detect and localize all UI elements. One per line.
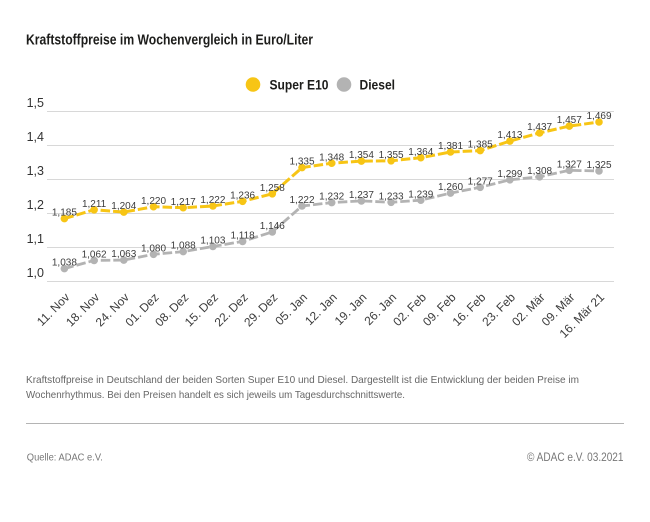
svg-text:Diesel: Diesel [360,77,396,93]
svg-text:1,325: 1,325 [586,160,611,171]
svg-text:1,348: 1,348 [319,152,344,163]
svg-text:1,385: 1,385 [468,140,493,151]
svg-text:1,457: 1,457 [557,115,582,126]
svg-text:1,437: 1,437 [527,122,552,133]
svg-text:1,080: 1,080 [141,243,166,254]
svg-text:1,211: 1,211 [82,199,107,210]
svg-text:1,355: 1,355 [379,150,404,161]
svg-text:1,237: 1,237 [349,190,374,201]
svg-text:1,5: 1,5 [27,96,44,110]
svg-text:1,204: 1,204 [111,201,136,212]
svg-text:1,062: 1,062 [82,250,107,261]
svg-text:1,236: 1,236 [230,190,255,201]
svg-text:1,232: 1,232 [319,192,344,203]
svg-text:1,185: 1,185 [52,208,77,219]
svg-text:1,308: 1,308 [527,166,552,177]
svg-text:© ADAC e.V. 03.2021: © ADAC e.V. 03.2021 [527,450,624,464]
svg-text:12. Jan: 12. Jan [302,290,340,328]
svg-text:1,0: 1,0 [27,266,44,280]
svg-text:1,299: 1,299 [497,169,522,180]
svg-text:Wochenrhythmus. Bei den Preise: Wochenrhythmus. Bei den Preisen handelt … [26,389,405,401]
svg-text:1,260: 1,260 [438,182,463,193]
svg-text:1,063: 1,063 [111,249,136,260]
svg-text:1,2: 1,2 [27,198,44,212]
svg-text:1,220: 1,220 [141,196,166,207]
svg-text:Kraftstoffpreise im Wochenverg: Kraftstoffpreise im Wochenvergleich in E… [26,32,313,49]
svg-text:1,088: 1,088 [171,241,196,252]
svg-text:05. Jan: 05. Jan [272,290,310,328]
svg-text:Quelle: ADAC e.V.: Quelle: ADAC e.V. [27,452,103,464]
svg-text:1,146: 1,146 [260,221,285,232]
svg-text:1,381: 1,381 [438,141,463,152]
svg-text:19. Jan: 19. Jan [332,290,370,328]
svg-text:1,335: 1,335 [289,157,314,168]
svg-text:1,327: 1,327 [557,159,582,170]
svg-text:1,222: 1,222 [200,195,225,206]
svg-text:1,103: 1,103 [200,236,225,247]
svg-text:1,1: 1,1 [27,232,44,246]
svg-text:1,277: 1,277 [468,176,493,187]
svg-text:1,038: 1,038 [52,258,77,269]
svg-text:1,364: 1,364 [408,147,433,158]
svg-text:1,413: 1,413 [497,130,522,141]
svg-text:1,354: 1,354 [349,150,374,161]
svg-text:29. Dez: 29. Dez [241,290,280,329]
svg-text:1,3: 1,3 [27,164,44,178]
svg-text:1,469: 1,469 [586,111,611,122]
svg-text:1,233: 1,233 [379,191,404,202]
svg-text:Kraftstoffpreise in Deutschlan: Kraftstoffpreise in Deutschland der beid… [26,374,579,386]
svg-text:1,258: 1,258 [260,183,285,194]
svg-text:1,217: 1,217 [171,197,196,208]
svg-text:1,4: 1,4 [27,130,44,144]
svg-text:Super E10: Super E10 [270,77,329,93]
svg-text:1,239: 1,239 [408,189,433,200]
svg-text:1,118: 1,118 [230,231,255,242]
svg-text:1,222: 1,222 [289,195,314,206]
